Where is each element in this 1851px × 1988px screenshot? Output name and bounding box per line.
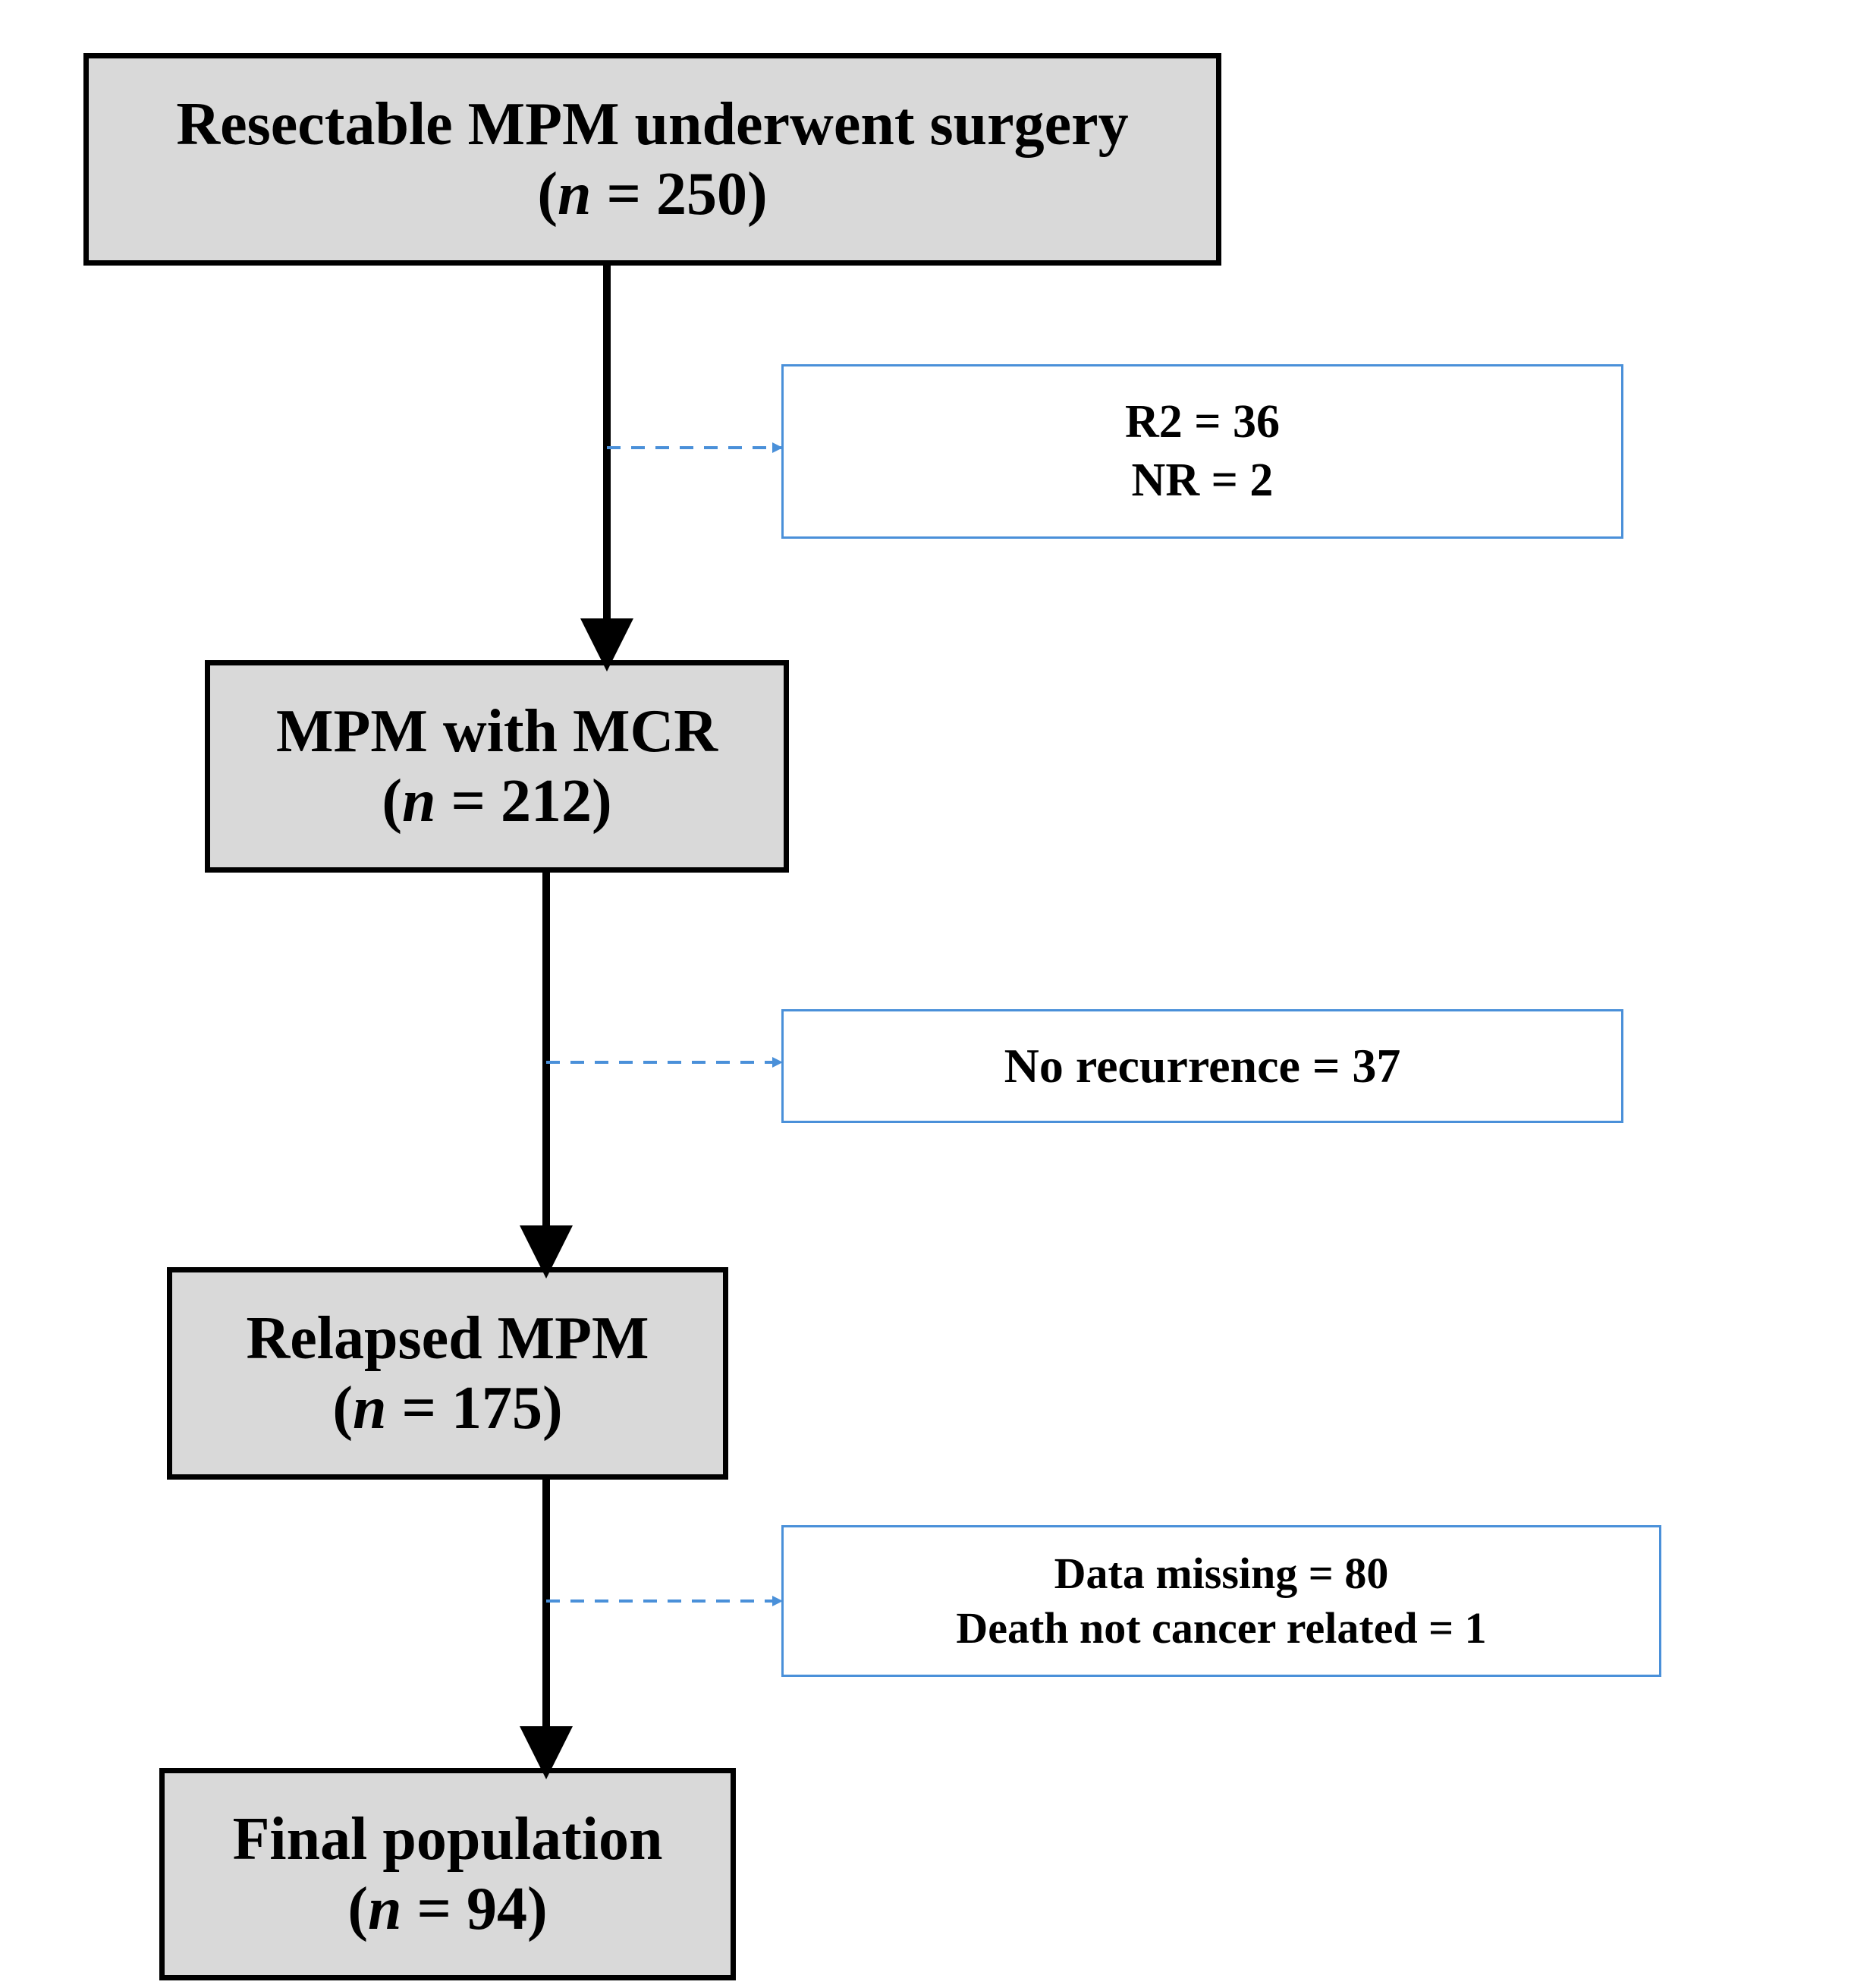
exclusion-line: NR = 2 [1132,451,1274,511]
exclusion-line: Death not cancer related = 1 [956,1601,1486,1656]
node-final-population: Final population (n = 94) [159,1768,736,1980]
node-resectable-mpm: Resectable MPM underwent surgery (n = 25… [83,53,1221,266]
node-mpm-mcr: MPM with MCR (n = 212) [205,660,789,873]
node-relapsed-mpm: Relapsed MPM (n = 175) [167,1267,728,1480]
exclusion-box-2: No recurrence = 37 [781,1009,1623,1123]
node-n-line: (n = 250) [537,159,767,229]
node-title: MPM with MCR [276,697,718,766]
exclusion-line: R2 = 36 [1125,393,1280,452]
node-n-line: (n = 175) [332,1373,562,1443]
exclusion-box-3: Data missing = 80Death not cancer relate… [781,1525,1661,1677]
exclusion-box-1: R2 = 36NR = 2 [781,364,1623,539]
node-title: Relapsed MPM [246,1304,649,1373]
flowchart-canvas: Resectable MPM underwent surgery (n = 25… [0,0,1851,1988]
node-title: Resectable MPM underwent surgery [176,90,1128,159]
exclusion-line: Data missing = 80 [1054,1546,1389,1602]
node-title: Final population [233,1804,663,1874]
arrows-layer [0,0,1851,1988]
main-flow-arrows [546,266,607,1768]
node-n-line: (n = 94) [347,1874,547,1944]
node-n-line: (n = 212) [382,766,611,836]
exclusion-line: No recurrence = 37 [1004,1036,1401,1096]
